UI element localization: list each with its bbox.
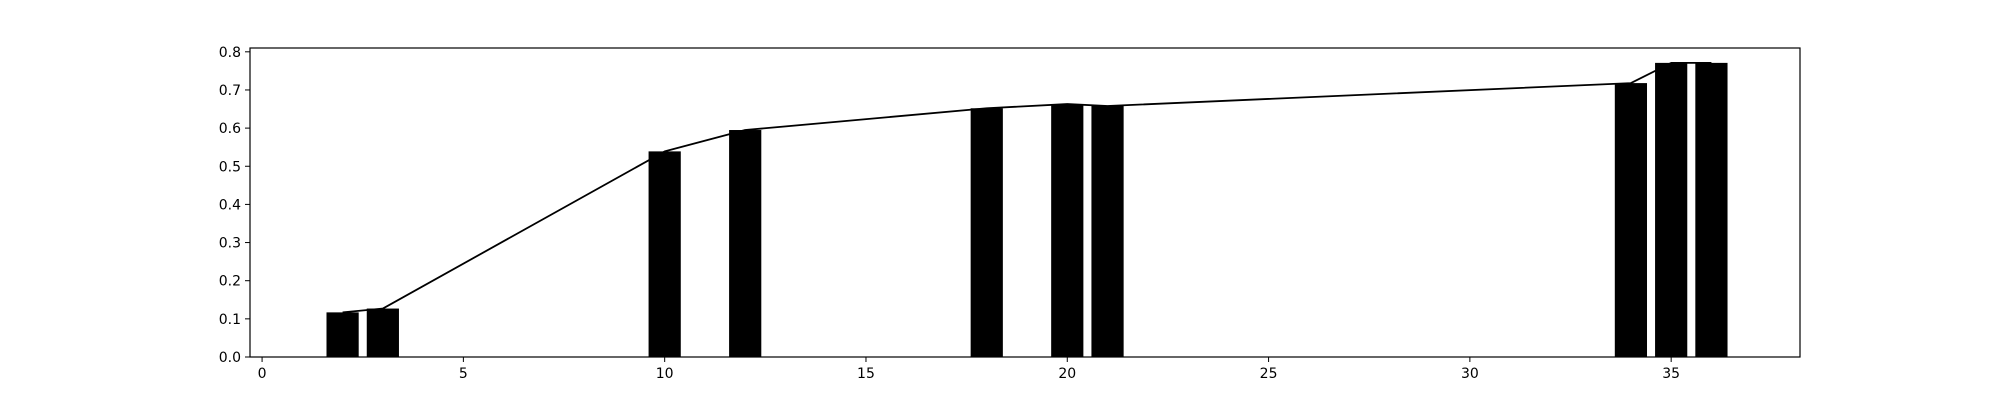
bar-12 xyxy=(729,130,762,357)
bar-18 xyxy=(970,108,1003,357)
y-tick-label-5: 0.5 xyxy=(219,159,241,175)
y-tick-label-2: 0.2 xyxy=(219,274,241,290)
y-tick-label-0: 0.0 xyxy=(219,350,241,366)
x-tick-label-5: 5 xyxy=(459,366,468,382)
bar-2 xyxy=(326,312,359,357)
bar-3 xyxy=(366,308,399,357)
y-tick-label-1: 0.1 xyxy=(219,312,241,328)
x-tick-label-20: 20 xyxy=(1058,366,1076,382)
bar-21 xyxy=(1091,105,1124,357)
x-tick-label-10: 10 xyxy=(656,366,674,382)
bar-20 xyxy=(1051,104,1084,357)
bar-34 xyxy=(1614,83,1648,357)
y-tick-label-8: 0.8 xyxy=(219,45,241,61)
bar-35 xyxy=(1655,62,1688,357)
y-tick-label-3: 0.3 xyxy=(219,236,241,252)
plot-frame xyxy=(249,47,1801,358)
bar-36 xyxy=(1695,62,1728,357)
y-tick-label-6: 0.6 xyxy=(219,121,241,137)
y-tick-label-7: 0.7 xyxy=(219,83,241,99)
x-tick-label-25: 25 xyxy=(1260,366,1278,382)
bar-10 xyxy=(648,151,681,357)
y-tick-label-4: 0.4 xyxy=(219,197,241,213)
x-tick-label-30: 30 xyxy=(1461,366,1479,382)
x-tick-label-0: 0 xyxy=(258,366,267,382)
series-line xyxy=(342,61,1712,314)
x-tick-label-35: 35 xyxy=(1662,366,1680,382)
x-tick-label-15: 15 xyxy=(857,366,875,382)
